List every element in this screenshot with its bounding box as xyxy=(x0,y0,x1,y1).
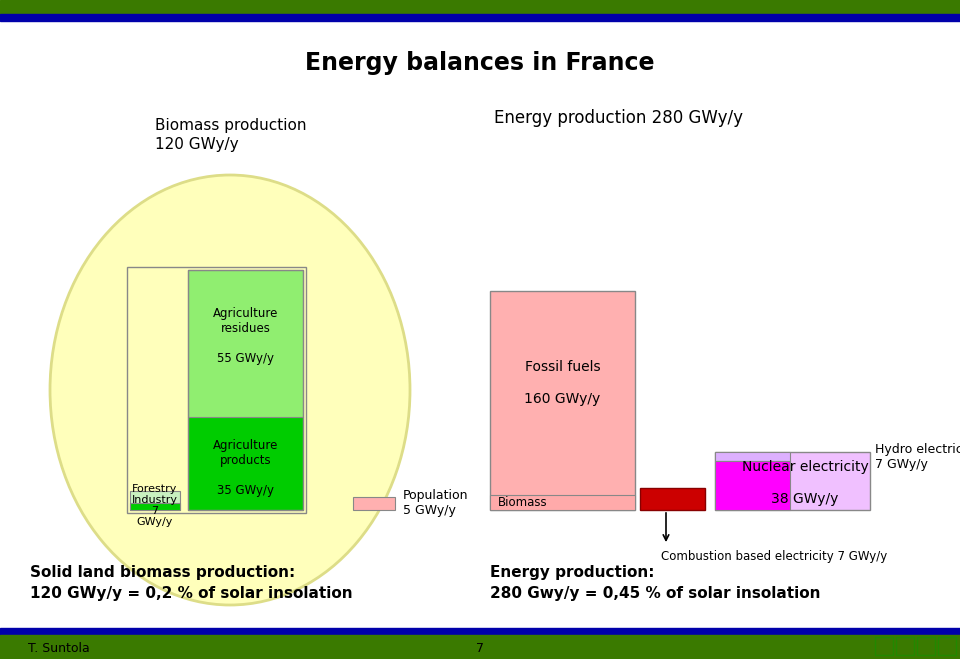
Text: Biomass production
120 GWy/y: Biomass production 120 GWy/y xyxy=(155,118,306,152)
Bar xyxy=(640,488,705,510)
Bar xyxy=(127,267,306,513)
Text: Energy production 280 GWy/y: Energy production 280 GWy/y xyxy=(493,109,742,127)
Ellipse shape xyxy=(50,175,410,605)
Text: Population
5 GWy/y: Population 5 GWy/y xyxy=(403,490,468,517)
Text: Hydro electricity
7 GWy/y: Hydro electricity 7 GWy/y xyxy=(875,443,960,471)
Bar xyxy=(715,461,790,510)
Bar xyxy=(938,637,956,655)
Bar xyxy=(188,416,303,510)
Bar xyxy=(0,635,960,659)
Bar xyxy=(0,628,960,635)
Bar xyxy=(490,494,635,510)
Text: Fossil fuels

160 GWy/y: Fossil fuels 160 GWy/y xyxy=(524,360,601,406)
Text: 7: 7 xyxy=(476,641,484,654)
Bar xyxy=(130,492,180,510)
Text: Agriculture
products

35 GWy/y: Agriculture products 35 GWy/y xyxy=(213,439,278,497)
Text: T. Suntola: T. Suntola xyxy=(28,641,89,654)
Bar xyxy=(130,503,180,510)
Text: Energy production:
280 Gwy/y = 0,45 % of solar insolation: Energy production: 280 Gwy/y = 0,45 % of… xyxy=(490,565,821,601)
Bar xyxy=(875,637,893,655)
Bar xyxy=(188,270,303,510)
Bar xyxy=(188,270,303,416)
Bar xyxy=(0,14,960,21)
Text: Agriculture
residues

55 GWy/y: Agriculture residues 55 GWy/y xyxy=(213,307,278,365)
Text: Forestry
Industry
7
GWy/y: Forestry Industry 7 GWy/y xyxy=(132,484,178,527)
Bar xyxy=(715,452,790,461)
Text: Energy balances in France: Energy balances in France xyxy=(305,51,655,75)
Bar xyxy=(490,291,635,510)
Text: Nuclear electricity

38 GWy/y: Nuclear electricity 38 GWy/y xyxy=(741,460,868,506)
Bar xyxy=(896,637,914,655)
Bar xyxy=(0,0,960,14)
Bar xyxy=(353,497,395,510)
Text: Biomass: Biomass xyxy=(498,496,547,509)
Bar xyxy=(917,637,935,655)
Text: Combustion based electricity 7 GWy/y: Combustion based electricity 7 GWy/y xyxy=(661,550,887,563)
Bar xyxy=(715,452,870,510)
Text: Solid land biomass production:
120 GWy/y = 0,2 % of solar insolation: Solid land biomass production: 120 GWy/y… xyxy=(30,565,352,601)
